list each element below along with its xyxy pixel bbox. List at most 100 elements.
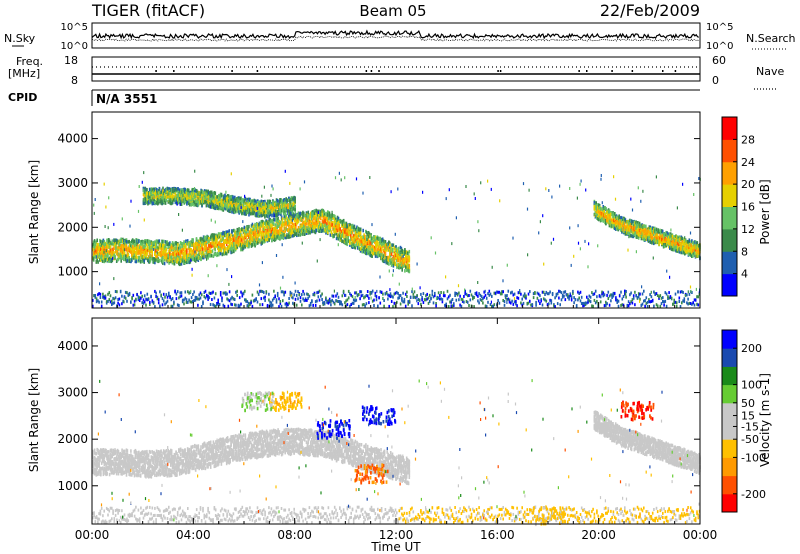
power-cell [106,259,108,263]
power-cell [214,206,217,211]
power-cell [180,242,183,246]
power-cell [193,245,195,249]
power-cell [299,214,302,218]
power-cell [248,230,251,234]
power-cell [597,210,599,214]
power-cell [205,203,208,208]
power-cell [160,246,162,251]
power-cell [291,231,294,235]
power-cell [227,199,230,203]
power-cell [397,249,399,253]
power-cell [598,203,600,207]
power-cell [235,246,238,250]
power-cell [280,205,282,209]
power-cell [242,203,244,208]
power-cell [276,217,278,222]
power-cell [232,197,234,202]
power-cell [186,253,189,257]
power-cell [151,195,154,200]
power-cell [221,200,224,205]
power-cell [97,260,99,264]
power-cell [378,253,380,257]
power-cell [131,258,133,262]
power-cell [160,254,162,258]
power-cell [139,251,141,255]
power-cell [266,221,269,225]
power-cell [283,209,286,214]
power-cell [319,214,321,219]
power-cell [323,217,325,221]
power-cell [94,242,97,247]
power-cell [177,250,179,255]
power-cell [379,238,381,243]
power-cell [202,199,204,203]
power-cell [142,198,145,202]
power-cell [302,232,304,236]
power-cell [194,258,196,262]
power-cell [248,210,250,215]
power-cell [290,231,293,235]
power-cell [193,250,195,255]
power-cell [317,213,319,217]
power-cell [282,203,285,207]
power-cell [183,244,185,249]
power-cell [300,216,302,221]
power-cell [356,228,358,233]
power-cell [199,194,201,199]
power-cell [203,235,206,240]
power-cell [100,255,102,259]
power-cell [145,193,147,198]
power-cell [243,225,246,230]
power-cell [302,228,304,232]
power-cell [203,200,206,204]
power-cell [181,198,184,202]
power-cell [252,230,255,234]
power-cell [210,253,213,258]
power-cell [344,241,347,245]
power-cell [285,214,287,218]
power-cell [295,222,297,227]
power-cell [176,246,178,251]
power-cell [606,218,608,223]
power-cell [387,259,389,263]
power-cell [206,201,209,205]
power-cell [600,212,603,216]
power-cell [366,245,369,249]
power-cell [248,213,250,217]
power-cell [396,263,398,267]
power-cell [264,233,267,237]
power-cell [239,232,241,236]
power-cell [213,252,216,257]
power-cell [406,251,409,255]
power-cell [260,199,263,204]
power-cell [154,246,156,250]
power-cell [593,206,596,211]
power-cell [293,203,295,207]
power-cell [286,204,288,208]
power-cell [244,229,247,234]
power-cell [233,248,236,252]
power-cell [259,221,262,226]
power-cell [237,204,240,209]
power-cell [315,228,317,233]
power-cell [405,266,408,270]
power-cell [202,193,204,198]
power-cell [195,257,198,262]
power-cell [138,257,140,262]
power-cell [390,263,393,267]
power-cell [144,252,146,256]
power-cell [200,236,202,241]
power-cell [311,227,313,231]
power-cell [262,237,264,242]
power-cell [289,199,291,203]
power-cell [281,208,283,213]
power-cell [273,212,275,217]
power-cell [250,235,253,239]
power-cell [180,262,183,266]
power-cell [402,250,404,255]
power-cell [245,234,247,239]
power-cell [366,234,368,239]
power-cell [198,252,200,257]
power-cell [177,257,179,261]
power-cell [316,213,318,218]
